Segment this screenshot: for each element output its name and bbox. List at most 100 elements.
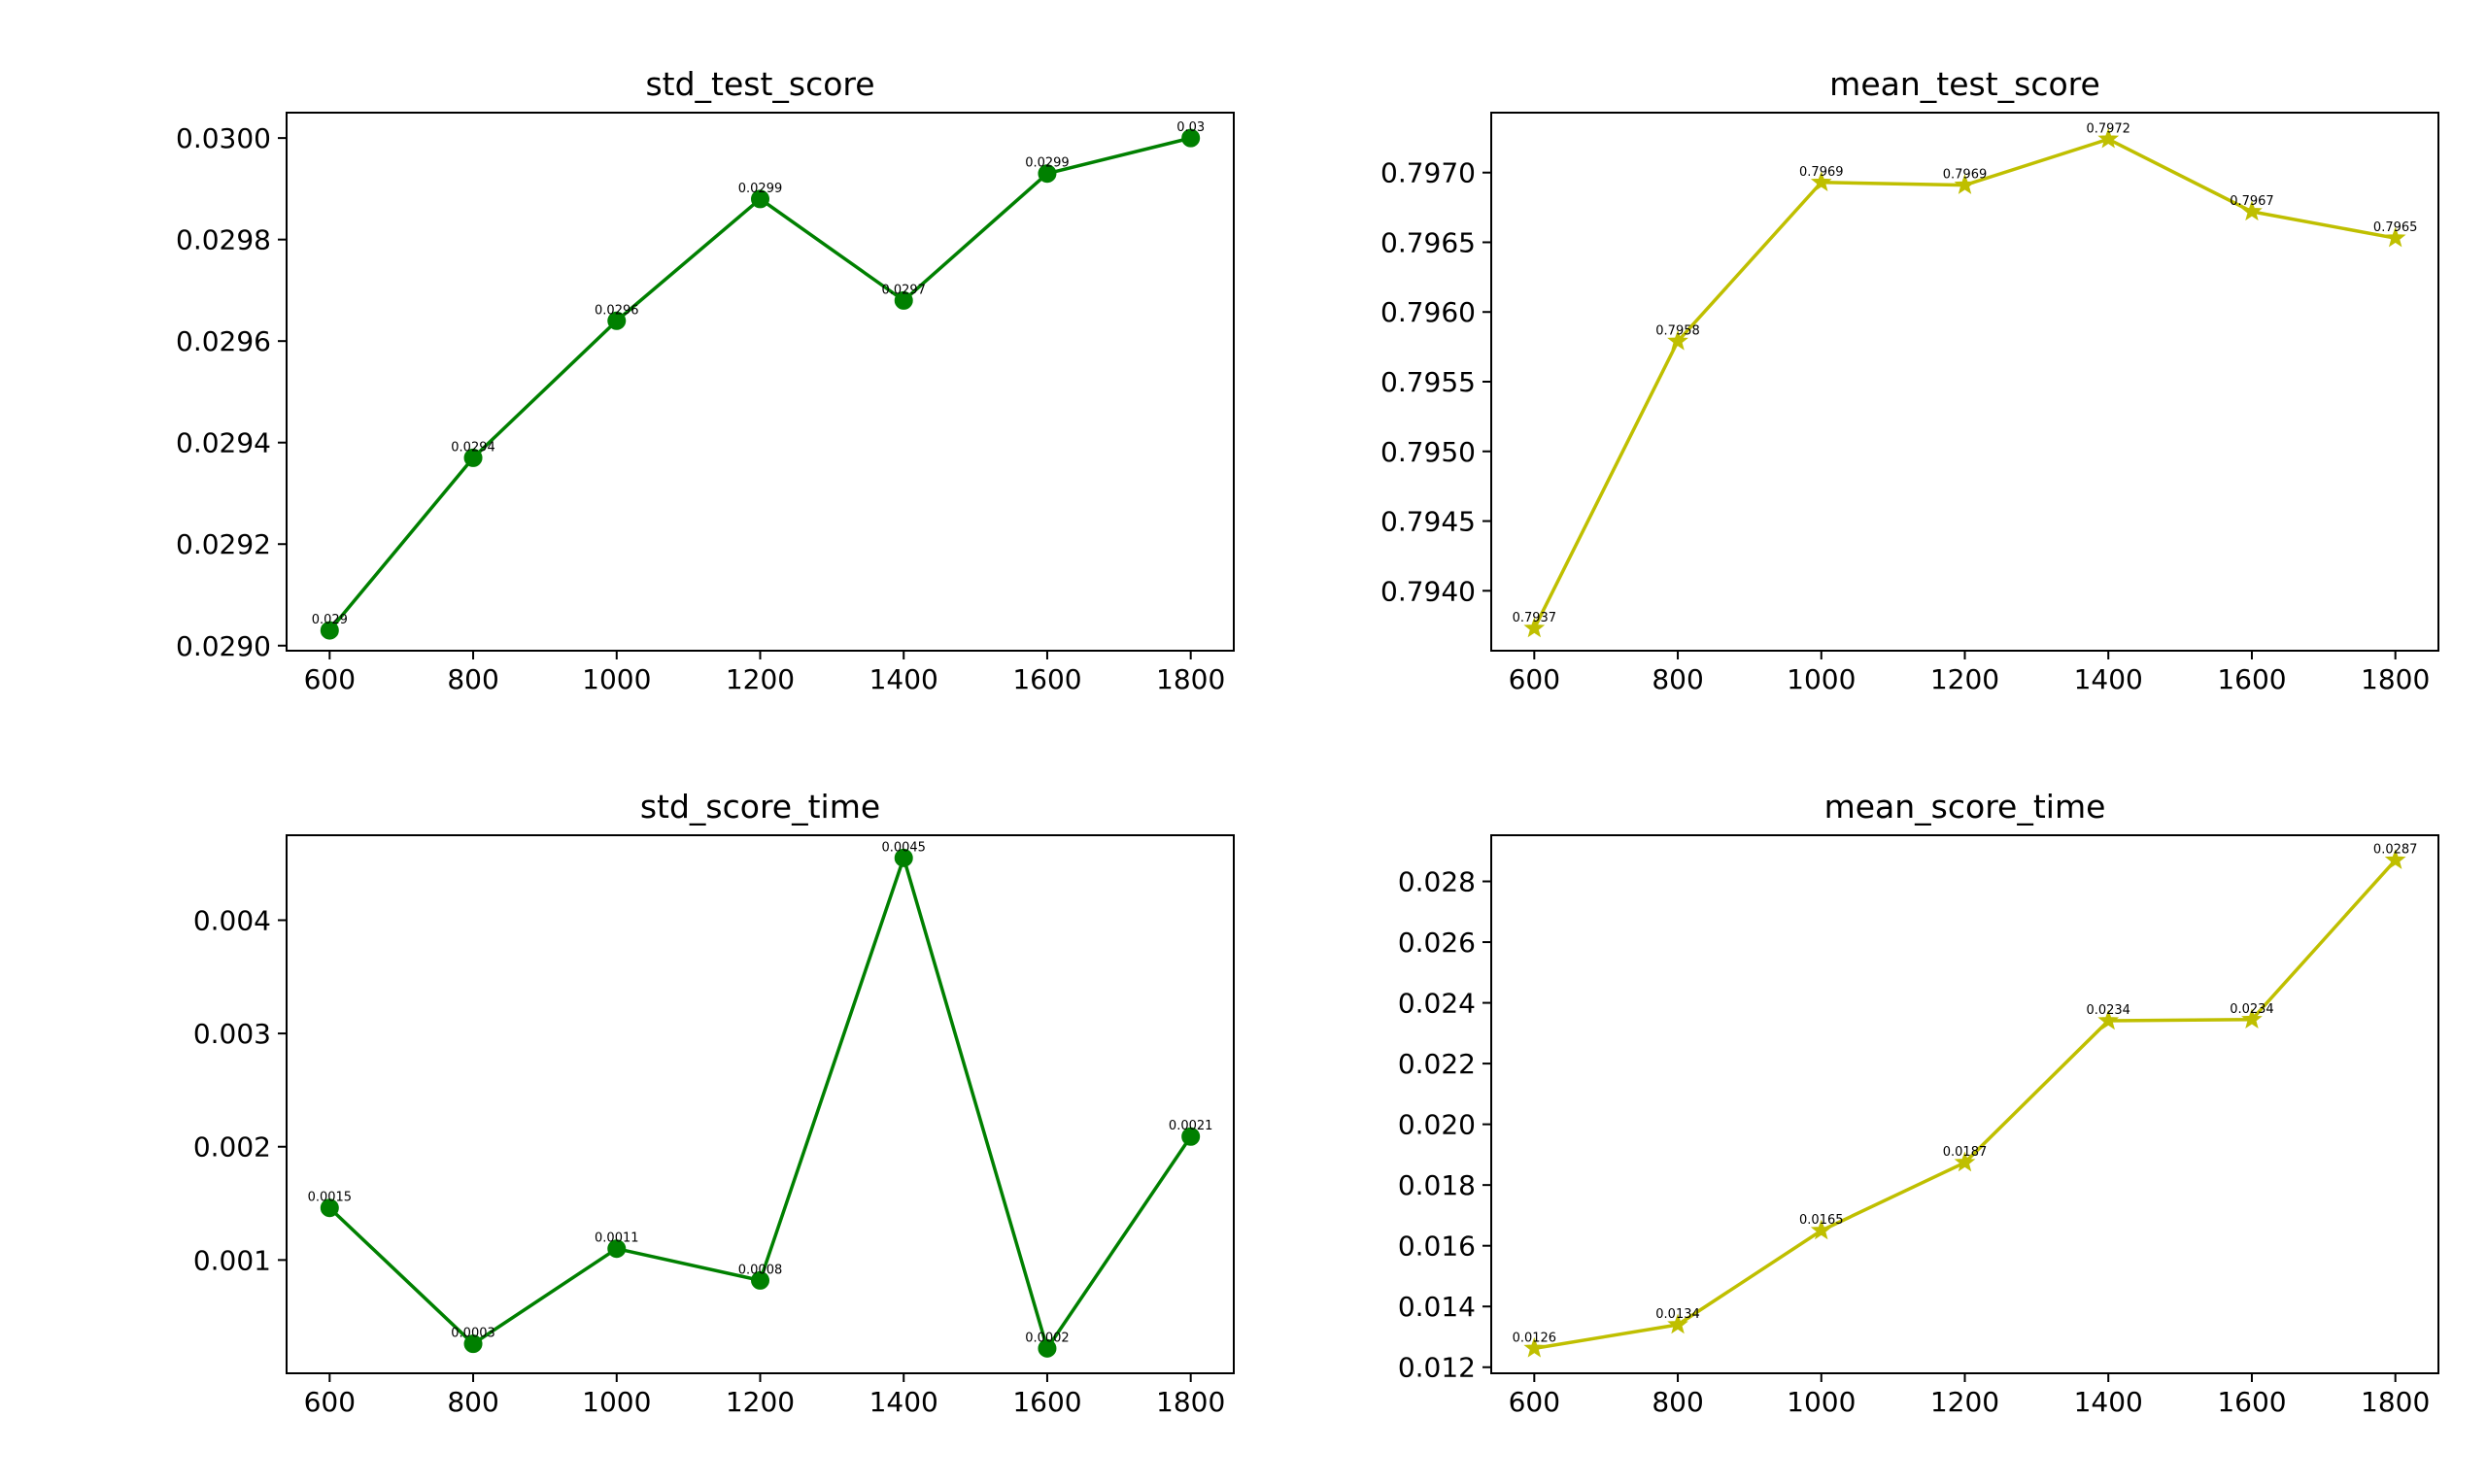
y-tick-label: 0.018 [1398,1169,1476,1201]
y-tick-label: 0.016 [1398,1231,1476,1263]
data-label: 0.7937 [1513,611,1557,625]
x-tick-label: 1600 [2217,663,2286,695]
y-tick-label: 0.012 [1398,1352,1476,1384]
x-tick-label: 1600 [2217,1386,2286,1418]
y-tick-label: 0.0294 [176,427,271,459]
data-label: 0.0002 [1025,1331,1070,1345]
data-point [607,1239,627,1259]
data-label: 0.0126 [1513,1331,1557,1345]
chart-panel-4: mean_score_time 600 800 1000 1200 1400 1600 180… [1398,788,2439,1418]
data-label: 0.0234 [2230,1002,2274,1017]
data-point [1810,171,1832,192]
y-tick-label: 0.022 [1398,1048,1476,1080]
data-label: 0.0296 [595,303,639,318]
y-tick-label: 0.020 [1398,1109,1476,1141]
data-point [463,448,483,467]
y-tick-label: 0.026 [1398,927,1476,959]
plot-frame [1490,834,2439,1374]
y-tick-label: 0.7955 [1380,366,1476,398]
data-label: 0.0187 [1943,1145,1988,1160]
data-point [2241,200,2263,221]
data-point [1038,164,1057,184]
y-tick-label: 0.003 [193,1018,271,1050]
x-tick-label: 1000 [1787,1386,1856,1418]
x-tick-label: 800 [1652,663,1703,695]
chart-title: std_score_time [640,788,880,826]
data-point [2384,849,2406,869]
data-label: 0.0287 [2373,843,2418,858]
y-tick-label: 0.0290 [176,630,271,662]
data-label: 0.0294 [451,440,495,455]
y-tick-label: 0.7965 [1380,226,1476,258]
data-label: 0.0299 [738,182,783,196]
data-point [1954,1151,1976,1172]
data-label: 0.7965 [2373,220,2418,235]
data-point [1667,1313,1688,1334]
x-tick-label: 1400 [869,1386,938,1418]
data-point [751,189,769,209]
x-tick-label: 600 [1509,663,1560,695]
data-label: 0.7969 [1943,168,1988,183]
data-label: 0.0021 [1169,1119,1213,1133]
y-tick-label: 0.7940 [1380,575,1476,607]
x-tick-label: 1200 [1930,663,1999,695]
x-tick-label: 1400 [2074,663,2143,695]
data-label: 0.0011 [595,1231,639,1246]
data-point [1523,617,1546,638]
data-point [1181,1127,1201,1146]
y-tick-label: 0.028 [1398,866,1476,898]
x-tick-label: 1800 [1156,663,1225,695]
data-label: 0.7958 [1655,323,1700,338]
y-tick-label: 0.0292 [176,528,271,560]
data-label: 0.0234 [2086,1003,2130,1018]
data-label: 0.7967 [2230,194,2274,209]
y-tick-label: 0.0296 [176,325,271,357]
chart-title: std_test_score [645,65,874,103]
x-tick-label: 1000 [582,663,651,695]
x-tick-label: 1000 [582,1386,651,1418]
data-point [2384,226,2406,248]
y-tick-label: 0.7960 [1380,296,1476,328]
y-tick-label: 0.0300 [176,122,271,154]
data-label: 0.03 [1176,120,1205,135]
y-tick-label: 0.014 [1398,1291,1476,1323]
x-tick-label: 1800 [2361,663,2430,695]
x-tick-label: 1600 [1012,1386,1081,1418]
x-tick-label: 1200 [726,1386,795,1418]
y-tick-label: 0.0298 [176,224,271,256]
data-label: 0.0134 [1655,1307,1700,1322]
x-tick-label: 1200 [1930,1386,1999,1418]
y-tick-label: 0.002 [193,1131,271,1164]
x-tick-label: 1400 [869,663,938,695]
data-point [2097,127,2120,149]
data-label: 0.0299 [1025,156,1070,171]
data-point [894,848,913,867]
chart-panel-3: std_score_time 600 800 1000 1200 1400 1600 1800… [193,788,1235,1418]
y-tick-label: 0.024 [1398,988,1476,1020]
data-point [320,1198,339,1218]
x-tick-label: 1400 [2074,1386,2143,1418]
y-tick-label: 0.001 [193,1244,271,1276]
x-tick-label: 800 [447,1386,498,1418]
data-point [463,1334,483,1354]
chart-panel-1: std_test_score 600 800 1000 1200 1400 1600 1800… [176,65,1235,695]
x-tick-label: 1800 [2361,1386,2430,1418]
chart-title: mean_score_time [1824,788,2106,826]
data-point [1667,329,1688,351]
data-label: 0.7969 [1799,165,1844,180]
data-point [1810,1219,1832,1240]
data-point [1523,1336,1546,1358]
x-tick-label: 800 [447,663,498,695]
data-point [320,621,339,640]
data-label: 0.0003 [451,1327,495,1341]
series-line [1532,137,2396,629]
x-tick-label: 1200 [726,663,795,695]
y-tick-label: 0.004 [193,904,271,936]
data-label: 0.7972 [2086,121,2130,136]
x-tick-label: 600 [304,663,356,695]
data-label: 0.0165 [1799,1213,1844,1228]
x-tick-label: 600 [304,1386,356,1418]
series-line [327,136,1192,632]
data-label: 0.0015 [308,1191,353,1205]
